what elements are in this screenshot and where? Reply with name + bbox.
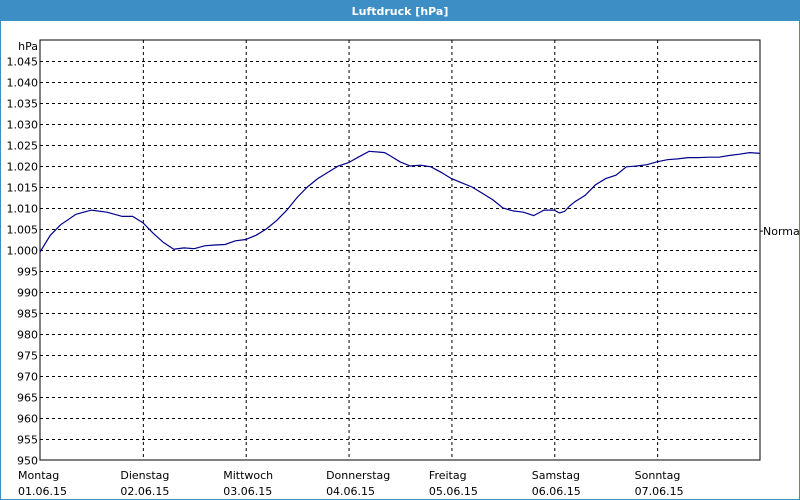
y-tick-label: 970 [17,371,38,384]
y-tick-label: 1.030 [7,119,39,132]
series-line [39,150,761,253]
x-tick-day: Donnerstag [326,469,390,482]
reference-label: Normal [763,225,800,238]
x-tick-day: Freitag [429,469,467,482]
grid-lines [40,40,760,460]
y-tick-label: 950 [17,455,38,468]
x-tick-date: 03.06.15 [223,485,272,498]
y-tick-label: 960 [17,413,38,426]
y-tick-label: 1.020 [7,161,39,174]
series-layer [39,150,761,253]
y-tick-label: 995 [17,266,38,279]
chart-title: Luftdruck [hPa] [1,1,799,21]
x-axis: Montag 01.06.15 Dienstag 02.06.15 Mittwoch 03… [18,469,684,498]
x-tick-day: Sonntag [635,469,681,482]
x-tick-date: 04.06.15 [326,485,375,498]
x-tick-date: 01.06.15 [18,485,67,498]
x-tick-date: 06.06.15 [532,485,581,498]
y-tick-label: 975 [17,350,38,363]
y-tick-label: 1.025 [7,140,39,153]
x-tick-day: Samstag [532,469,580,482]
y-tick-label: 1.015 [7,182,39,195]
y-tick-label: 955 [17,434,38,447]
y-tick-label: 985 [17,308,38,321]
x-tick-day: Dienstag [120,469,169,482]
y-tick-label: 1.035 [7,98,39,111]
x-tick-date: 02.06.15 [120,485,169,498]
x-tick-day: Mittwoch [223,469,273,482]
y-tick-label: 1.000 [7,245,39,258]
y-tick-label: 1.010 [7,203,39,216]
y-tick-label: 1.005 [7,224,39,237]
x-tick-day: Montag [18,469,59,482]
y-tick-label: 1.045 [7,56,39,69]
y-tick-label: 1.040 [7,77,39,90]
x-tick-date: 07.06.15 [635,485,684,498]
y-tick-label: 990 [17,287,38,300]
reference-layer: Normal [760,225,800,238]
y-axis: 950 955 960 965 970 975 980 985 990 995 1.000 1.005… [7,40,39,468]
y-tick-label: 965 [17,392,38,405]
x-tick-date: 05.06.15 [429,485,478,498]
plot-frame [39,39,761,461]
y-tick-label: 980 [17,329,38,342]
y-axis-unit: hPa [18,40,38,53]
